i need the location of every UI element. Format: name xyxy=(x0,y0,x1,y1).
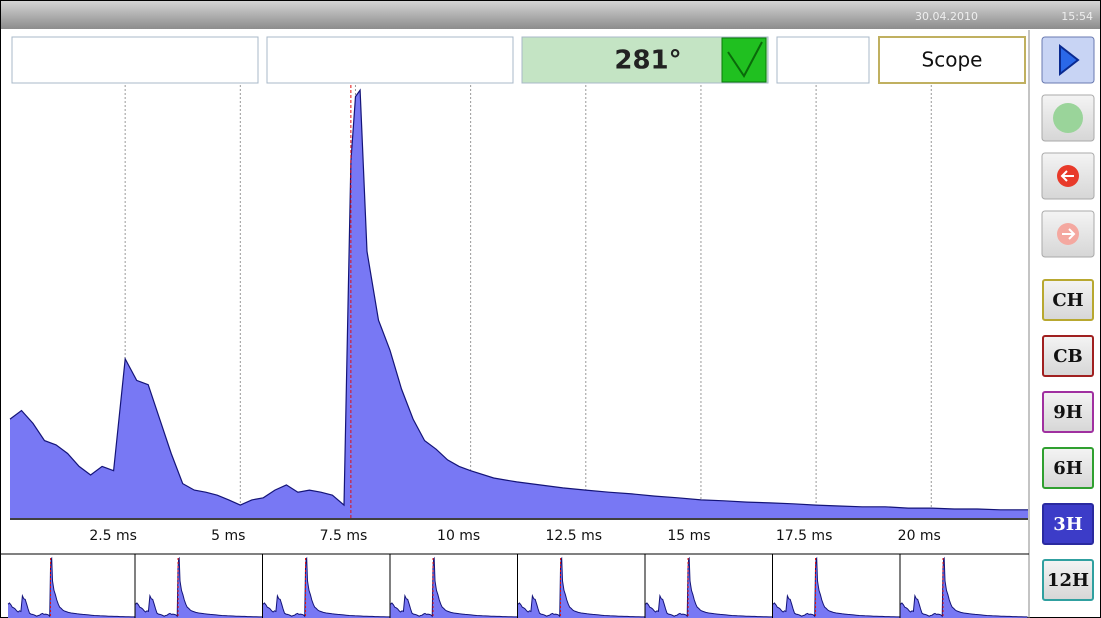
thumbnails xyxy=(7,554,1028,618)
thumb-area xyxy=(135,558,263,618)
channel-button[interactable] xyxy=(1042,447,1094,489)
channel-label: 12H xyxy=(1047,570,1089,591)
thumb-area xyxy=(518,558,645,618)
channel-button[interactable] xyxy=(1042,279,1094,321)
date: 30.04.2010 xyxy=(915,10,978,23)
back-arrow xyxy=(1060,170,1074,182)
check-mark xyxy=(727,41,763,78)
channel-label: CB xyxy=(1053,346,1083,367)
refresh-icon xyxy=(1053,103,1083,133)
mode: Scope xyxy=(922,48,983,72)
angle: 281° xyxy=(614,46,681,76)
x-tick-label: 7.5 ms xyxy=(320,528,368,544)
channel-button[interactable] xyxy=(1042,503,1094,545)
time: 15:54 xyxy=(1061,10,1093,23)
thumb-area xyxy=(900,558,1028,618)
x-tick-label: 15 ms xyxy=(667,528,710,544)
thumb-area xyxy=(773,558,900,618)
channel-button[interactable] xyxy=(1042,335,1094,377)
thumb-area xyxy=(390,558,518,618)
thumb-area xyxy=(263,558,390,618)
field xyxy=(266,36,514,84)
channel-button[interactable] xyxy=(1042,391,1094,433)
thumb-line xyxy=(390,556,518,618)
channel-button[interactable] xyxy=(1042,559,1094,601)
thumb-line xyxy=(900,556,1028,618)
x-tick-label: 17.5 ms xyxy=(776,528,833,544)
field xyxy=(776,36,870,84)
channel-label: CH xyxy=(1052,290,1083,311)
x-tick-label: 12.5 ms xyxy=(546,528,603,544)
x-tick-label: 10 ms xyxy=(437,528,480,544)
mode-field[interactable] xyxy=(878,36,1026,84)
thumb-line xyxy=(7,556,135,618)
channel-buttons: CH CB 9H 6H 3H 12H xyxy=(1042,279,1094,601)
channel-label: 3H xyxy=(1053,514,1083,535)
line xyxy=(9,88,1028,511)
status-bar xyxy=(1,1,1100,29)
channel-label: 9H xyxy=(1053,402,1083,423)
x-tick-label: 2.5 ms xyxy=(89,528,137,544)
thumb-line xyxy=(772,556,900,618)
thumb-line xyxy=(645,556,773,618)
thumb-line xyxy=(262,556,390,618)
area xyxy=(10,90,1028,518)
field xyxy=(11,36,259,84)
channel-label: 6H xyxy=(1053,458,1083,479)
plot: 2.5 ms 5 ms 7.5 ms 10 ms 12.5 ms 15 ms 17.5 ms… xyxy=(0,85,1029,555)
thumb-line xyxy=(517,556,645,618)
forward-arrow xyxy=(1062,228,1076,240)
thumb-line xyxy=(135,556,263,618)
x-tick-label: 5 ms xyxy=(211,528,245,544)
thumb-area xyxy=(645,558,773,618)
x-tick-label: 20 ms xyxy=(898,528,941,544)
thumb-area xyxy=(8,558,135,618)
play-icon xyxy=(1059,43,1080,77)
